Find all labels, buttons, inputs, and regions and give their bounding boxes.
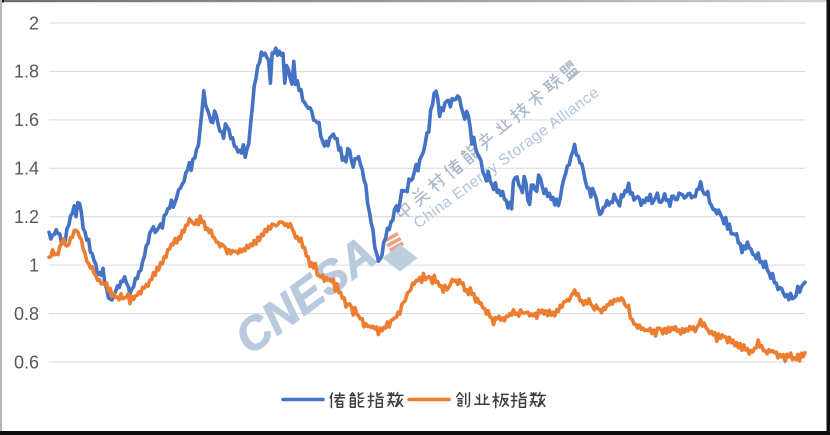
svg-text:1.4: 1.4 [14, 159, 39, 179]
svg-text:1.6: 1.6 [14, 110, 39, 130]
svg-text:0.8: 0.8 [14, 304, 39, 324]
svg-text:1.8: 1.8 [14, 62, 39, 82]
svg-text:1: 1 [29, 255, 39, 275]
svg-text:2: 2 [29, 13, 39, 33]
svg-text:1.2: 1.2 [14, 207, 39, 227]
svg-text:0.6: 0.6 [14, 352, 39, 372]
